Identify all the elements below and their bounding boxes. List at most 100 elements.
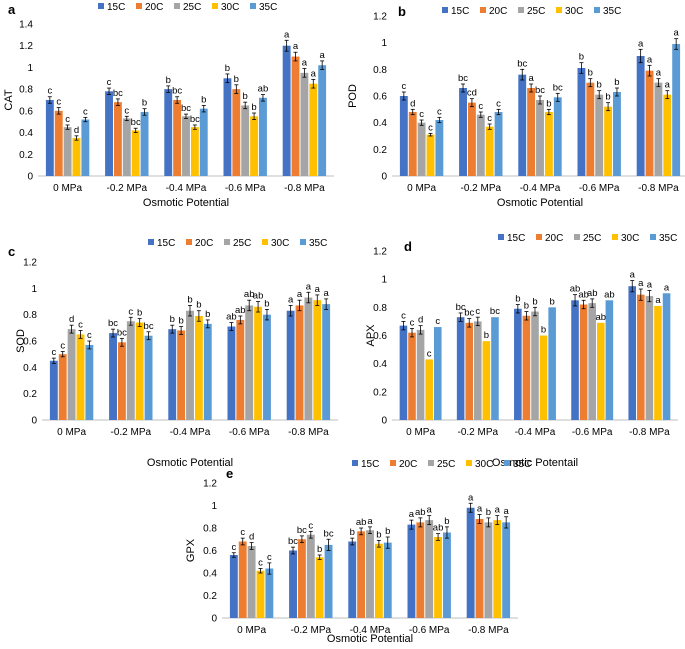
significance-letter: ab — [356, 517, 367, 528]
significance-letter: b — [579, 52, 584, 63]
bar-15C-1 — [289, 550, 297, 618]
significance-letter: c — [60, 341, 65, 352]
significance-letter: ab — [415, 507, 426, 518]
significance-letter: bc — [553, 82, 563, 93]
significance-letter: c — [231, 542, 236, 553]
x-tick-label: -0.6 MPa — [572, 427, 613, 438]
significance-letter: a — [468, 492, 474, 503]
y-tick-label: 0.6 — [203, 546, 217, 557]
y-tick-label: 0 — [381, 416, 387, 427]
bar-20C-4 — [645, 70, 654, 176]
significance-letter: b — [187, 294, 192, 305]
significance-letter: bc — [181, 103, 191, 114]
bar-15C-3 — [223, 78, 232, 176]
bar-25C-0 — [67, 329, 76, 420]
significance-letter: a — [427, 505, 433, 516]
significance-letter: a — [284, 29, 290, 40]
legend-label: 25C — [527, 6, 545, 17]
y-axis-label: CAT — [3, 89, 15, 110]
bar-25C-2 — [182, 116, 190, 176]
significance-letter: c — [258, 558, 263, 569]
legend-swatch-15C — [98, 3, 104, 9]
y-tick-label: 1.2 — [23, 258, 37, 269]
significance-letter: ab — [587, 288, 598, 299]
significance-letter: b — [251, 102, 256, 113]
bar-15C-4 — [636, 56, 645, 176]
bar-20C-0 — [408, 332, 416, 420]
significance-letter: c — [496, 98, 501, 109]
bar-35C-0 — [433, 327, 442, 420]
bar-15C-1 — [109, 333, 117, 420]
legend-swatch-25C — [174, 3, 180, 9]
bar-30C-1 — [315, 557, 324, 618]
significance-letter: cd — [467, 88, 477, 99]
bar-35C-0 — [435, 120, 444, 176]
bar-25C-1 — [474, 321, 482, 420]
bar-25C-0 — [247, 546, 256, 618]
bar-30C-1 — [135, 322, 144, 420]
bar-35C-1 — [140, 111, 149, 176]
significance-letter: b — [515, 294, 520, 305]
y-tick-label: 1 — [211, 501, 217, 512]
bar-15C-1 — [105, 91, 113, 176]
x-tick-label: 0 MPa — [53, 183, 82, 194]
legend-swatch-35C — [504, 460, 510, 466]
x-tick-label: -0.2 MPa — [291, 625, 332, 636]
bar-15C-4 — [286, 310, 295, 420]
bar-25C-1 — [476, 114, 485, 176]
bar-30C-0 — [76, 334, 85, 420]
significance-letter: bc — [117, 327, 127, 338]
y-tick-label: 0.8 — [19, 85, 33, 96]
bar-30C-4 — [309, 83, 318, 176]
bar-35C-1 — [491, 317, 499, 420]
legend-swatch-30C — [212, 3, 218, 9]
legend-swatch-25C — [224, 239, 230, 245]
bar-20C-4 — [475, 519, 484, 618]
bar-30C-2 — [544, 112, 553, 176]
significance-letter: b — [264, 298, 269, 309]
significance-letter: c — [128, 306, 133, 317]
bar-30C-3 — [604, 106, 613, 176]
y-tick-label: 1 — [381, 275, 387, 286]
x-tick-label: -0.2 MPa — [111, 427, 152, 438]
x-axis-label: Osmotic Potentail — [492, 457, 578, 469]
significance-letter: bc — [131, 117, 141, 128]
bar-25C-3 — [425, 520, 434, 618]
significance-letter: b — [201, 94, 206, 105]
significance-letter: a — [495, 505, 501, 516]
y-tick-label: 0.8 — [373, 303, 387, 314]
significance-letter: a — [664, 282, 670, 293]
bar-30C-3 — [434, 537, 443, 618]
y-tick-label: 0.2 — [373, 387, 387, 398]
legend-swatch-20C — [536, 234, 542, 240]
y-tick-label: 0.2 — [203, 591, 217, 602]
bar-15C-0 — [49, 360, 58, 420]
bar-30C-4 — [663, 94, 672, 176]
significance-letter: bc — [190, 114, 200, 125]
bar-35C-4 — [662, 293, 671, 420]
bar-25C-1 — [306, 534, 315, 618]
legend-label: 25C — [437, 459, 455, 470]
significance-letter: bc — [297, 525, 307, 536]
bar-30C-2 — [374, 543, 383, 618]
x-axis-label: Osmotic Potential — [147, 457, 233, 469]
legend-label: 15C — [157, 238, 175, 249]
legend-label: 15C — [107, 2, 125, 13]
legend: 15C 20C 25C 30C 35C — [498, 233, 677, 244]
x-tick-label: -0.4 MPa — [515, 427, 556, 438]
bar-25C-2 — [536, 100, 544, 176]
significance-letter: bc — [517, 58, 527, 69]
bar-15C-0 — [229, 555, 238, 618]
significance-letter: a — [315, 284, 321, 295]
legend-label: 30C — [271, 238, 289, 249]
bar-30C-4 — [493, 520, 502, 618]
significance-letter: b — [444, 516, 449, 527]
x-tick-label: -0.8 MPa — [638, 183, 679, 194]
y-tick-label: 0 — [211, 614, 217, 625]
bar-20C-2 — [522, 315, 531, 420]
bar-15C-3 — [577, 68, 586, 176]
significance-letter: b — [524, 301, 529, 312]
